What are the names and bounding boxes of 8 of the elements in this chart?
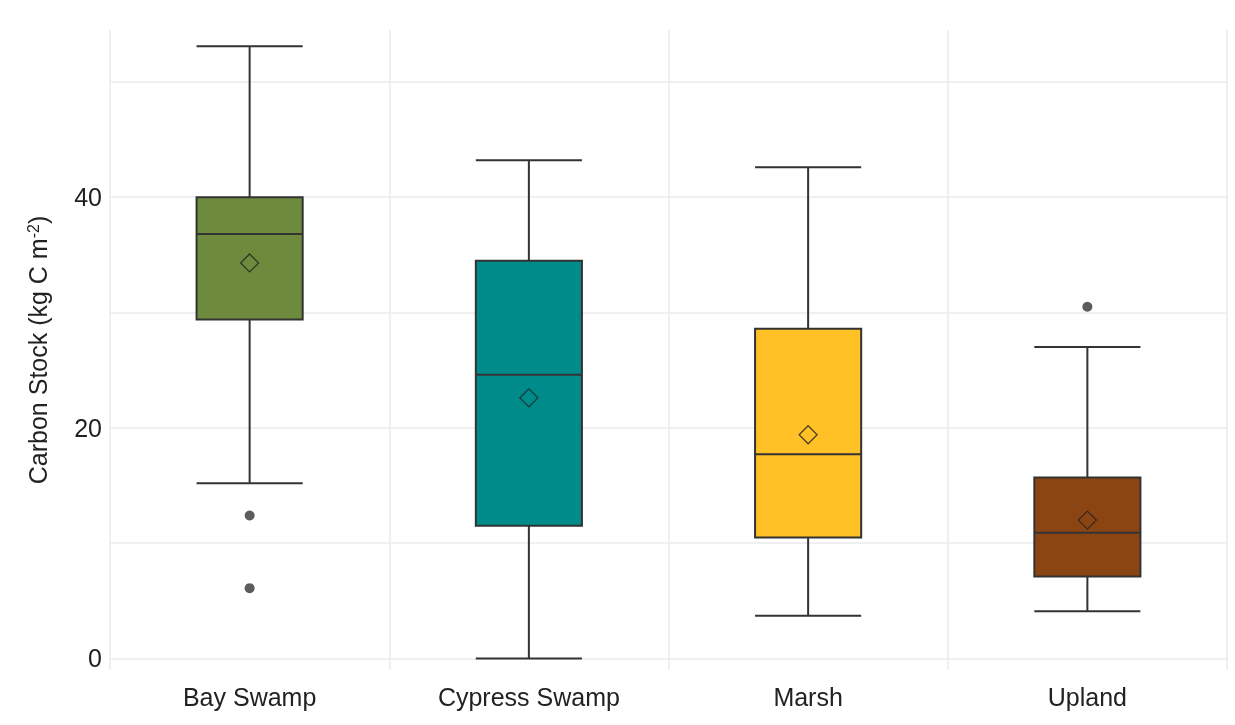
x-tick-label: Upland [1047,682,1127,711]
y-tick-label: 0 [88,644,102,673]
x-tick-label: Marsh [773,682,843,711]
y-axis-title: Carbon Stock (kg C m-2) [23,215,52,485]
y-tick-label: 40 [74,183,102,212]
y-tick-label: 20 [74,413,102,442]
x-tick-label: Bay Swamp [182,682,317,711]
x-tick-label: Cypress Swamp [437,682,620,711]
